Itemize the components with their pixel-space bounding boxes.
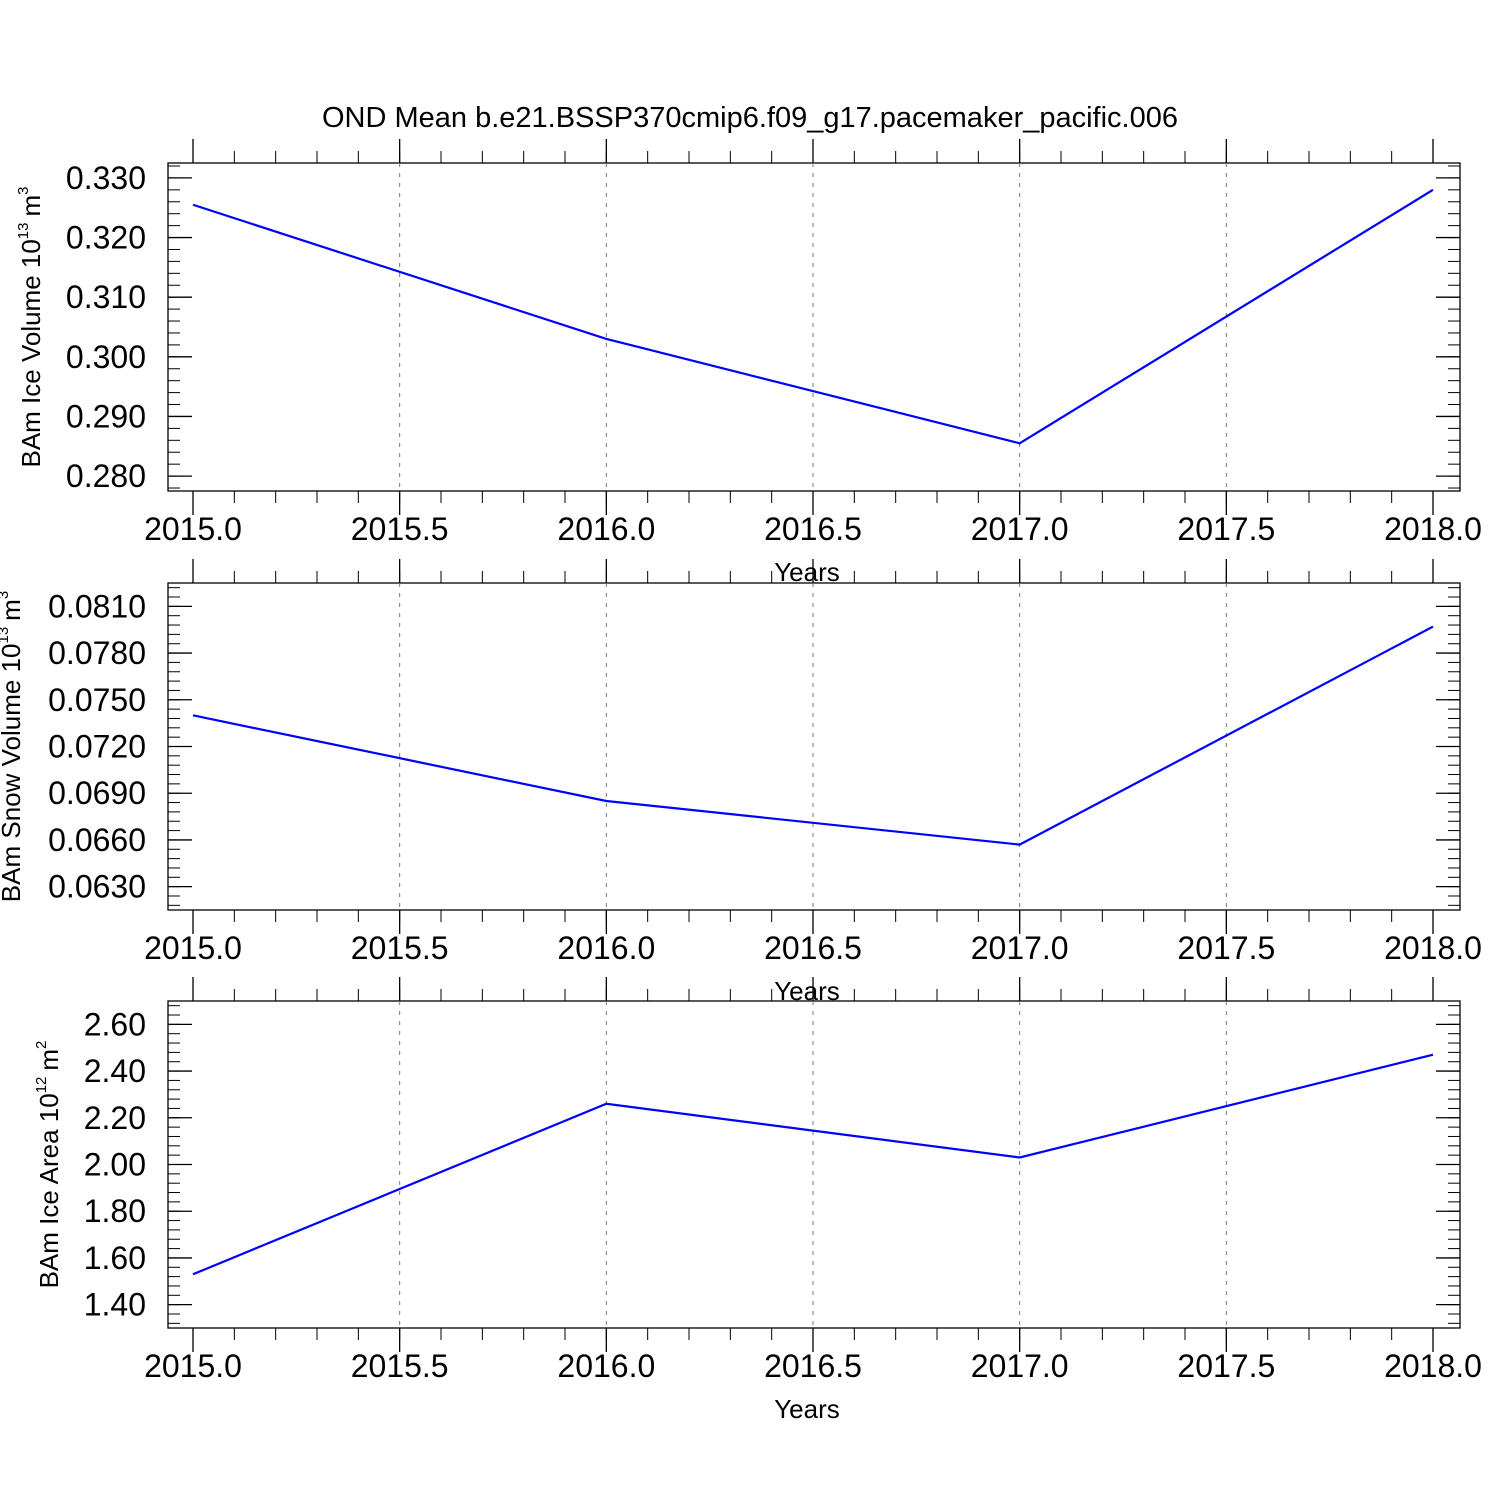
y-tick-label: 0.0780 [48, 635, 146, 671]
y-tick-label: 1.60 [84, 1240, 146, 1276]
y-axis-label: BAm Ice Volume 1013m3 [15, 186, 46, 467]
x-tick-label: 2018.0 [1384, 930, 1482, 966]
y-tick-label: 0.0720 [48, 729, 146, 765]
x-tick-label: 2017.0 [971, 1348, 1069, 1384]
x-tick-label: 2017.0 [971, 511, 1069, 547]
x-tick-label: 2015.5 [351, 1348, 449, 1384]
panel-2: 2015.0 2015.5 2016.0 2016.5 2017.0 2017.5 2018… [0, 559, 1482, 1006]
y-tick-label: 0.280 [66, 458, 146, 494]
x-tick-label: 2016.5 [764, 511, 862, 547]
y-tick-label: 2.40 [84, 1053, 146, 1089]
x-tick-label: 2015.5 [351, 930, 449, 966]
series-line [192, 1053, 1434, 1276]
x-axis-label: Years [774, 1394, 840, 1424]
y-tick-label: 0.0750 [48, 682, 146, 718]
y-tick-label: 1.40 [84, 1287, 146, 1323]
panel-3: 2015.0 2015.5 2016.0 2016.5 2017.0 2017.5 2018… [33, 977, 1482, 1424]
x-tick-label: 2016.5 [764, 930, 862, 966]
y-tick-label: 0.0660 [48, 822, 146, 858]
figure-title: OND Mean b.e21.BSSP370cmip6.f09_g17.pace… [322, 102, 1178, 134]
x-tick-label: 2018.0 [1384, 511, 1482, 547]
plot-frame [167, 1000, 1461, 1329]
y-tick-label: 0.0630 [48, 869, 146, 905]
x-tick-label: 2017.5 [1177, 930, 1275, 966]
series-line [192, 188, 1434, 445]
x-tick-label: 2016.5 [764, 1348, 862, 1384]
x-tick-label: 2015.5 [351, 511, 449, 547]
y-tick-label: 0.330 [66, 160, 146, 196]
x-tick-label: 2016.0 [557, 930, 655, 966]
y-axis-label: BAm Snow Volume 1013m3 [0, 591, 26, 902]
y-tick-label: 0.320 [66, 220, 146, 256]
x-tick-label: 2018.0 [1384, 1348, 1482, 1384]
x-tick-label: 2017.5 [1177, 511, 1275, 547]
x-tick-label: 2016.0 [557, 511, 655, 547]
y-axis-label: BAm Ice Area 1012m2 [33, 1041, 64, 1289]
plot-frame [167, 162, 1461, 492]
y-tick-label: 0.310 [66, 279, 146, 315]
x-tick-label: 2016.0 [557, 1348, 655, 1384]
y-tick-label: 0.0810 [48, 588, 146, 624]
y-tick-label: 0.290 [66, 398, 146, 434]
plot-frame [167, 582, 1461, 911]
y-tick-label: 0.300 [66, 339, 146, 375]
x-tick-label: 2017.5 [1177, 1348, 1275, 1384]
series-line [192, 625, 1434, 846]
y-tick-label: 1.80 [84, 1193, 146, 1229]
panel-1: 2015.0 2015.5 2016.0 2016.5 2017.0 2017.5 2018… [15, 139, 1482, 587]
y-tick-label: 2.20 [84, 1100, 146, 1136]
y-tick-label: 2.00 [84, 1147, 146, 1183]
x-axis-label: Years [774, 557, 840, 587]
y-tick-label: 2.60 [84, 1006, 146, 1042]
x-tick-label: 2015.0 [144, 1348, 242, 1384]
y-tick-label: 0.0690 [48, 775, 146, 811]
x-tick-label: 2015.0 [144, 930, 242, 966]
x-tick-label: 2015.0 [144, 511, 242, 547]
x-tick-label: 2017.0 [971, 930, 1069, 966]
